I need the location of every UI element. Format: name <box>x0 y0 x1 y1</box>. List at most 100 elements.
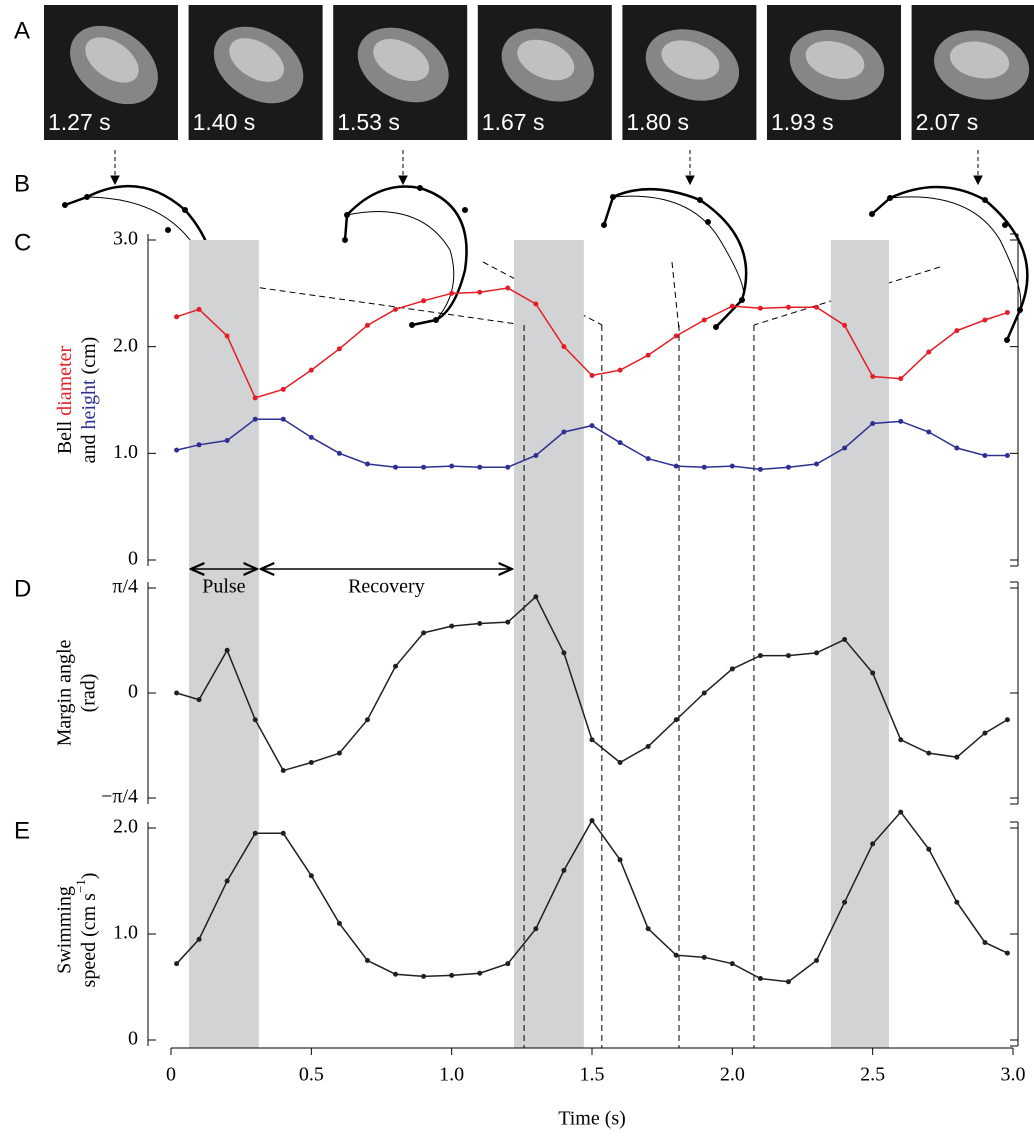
bell-outline <box>342 150 468 328</box>
data-point <box>393 971 399 977</box>
data-point <box>421 973 427 979</box>
data-point <box>224 333 230 339</box>
data-point <box>617 440 623 446</box>
pulse-shade <box>188 240 259 1048</box>
data-point <box>364 322 370 328</box>
data-point <box>308 873 314 879</box>
data-point <box>336 450 342 456</box>
data-point <box>364 461 370 467</box>
data-point <box>926 349 932 355</box>
data-point <box>954 445 960 451</box>
data-point <box>982 730 988 736</box>
data-point <box>898 418 904 424</box>
data-point <box>814 304 820 310</box>
data-point <box>842 899 848 905</box>
data-point <box>561 867 567 873</box>
data-point <box>224 647 230 653</box>
data-point <box>393 663 399 669</box>
data-point <box>814 461 820 467</box>
data-point <box>1004 950 1010 956</box>
medusa-inner <box>805 40 865 80</box>
data-point <box>393 464 399 470</box>
data-point <box>617 760 623 766</box>
data-point <box>174 447 180 453</box>
data-point <box>982 452 988 458</box>
data-point <box>196 936 202 942</box>
data-point <box>785 653 791 659</box>
y-label-part: diameter <box>54 346 76 416</box>
data-point <box>926 750 932 756</box>
data-point <box>954 328 960 334</box>
y-label-part: ) <box>78 873 100 880</box>
data-point <box>561 429 567 435</box>
y-tick-label: 0 <box>128 548 138 570</box>
y-label: Margin angle <box>54 639 76 746</box>
data-point <box>729 303 735 309</box>
data-point <box>898 809 904 815</box>
y-label-part: (cm) <box>78 337 100 375</box>
data-point <box>393 306 399 312</box>
data-point <box>477 970 483 976</box>
photo-strip: 1.27 s 1.40 s 1.53 s 1.67 s 1.80 s 1.93 s 2.07… <box>44 5 1034 140</box>
data-point <box>954 754 960 760</box>
data-point <box>701 954 707 960</box>
data-point <box>280 416 286 422</box>
data-point <box>336 346 342 352</box>
data-point <box>785 464 791 470</box>
data-point <box>729 463 735 469</box>
data-point <box>954 899 960 905</box>
data-point <box>814 650 820 656</box>
frame-time: 1.27 s <box>48 109 111 135</box>
data-point <box>174 690 180 696</box>
data-point <box>561 344 567 350</box>
panel-letter: D <box>14 575 31 602</box>
y-tick-label: −π/4 <box>101 786 138 808</box>
panel-letter: E <box>14 817 30 844</box>
data-point <box>252 395 258 401</box>
data-point <box>617 857 623 863</box>
data-point <box>533 452 539 458</box>
data-point <box>449 623 455 629</box>
data-point <box>421 298 427 304</box>
y-tick-label: 3.0 <box>113 228 138 250</box>
data-point <box>870 670 876 676</box>
data-point <box>224 878 230 884</box>
data-point <box>589 737 595 743</box>
data-point <box>673 717 679 723</box>
frame-time: 1.40 s <box>193 109 256 135</box>
data-point <box>505 285 511 291</box>
data-point <box>842 637 848 643</box>
y-tick-label: 1.0 <box>113 922 138 944</box>
x-tick-label: 2.5 <box>860 1064 885 1086</box>
data-point <box>280 386 286 392</box>
data-point <box>336 920 342 926</box>
frame-time: 1.93 s <box>771 109 834 135</box>
x-label: Time (s) <box>558 1108 626 1130</box>
data-point <box>701 690 707 696</box>
frame-time: 1.53 s <box>337 109 400 135</box>
data-point <box>898 376 904 382</box>
panel-letter: C <box>14 229 31 256</box>
data-point <box>308 367 314 373</box>
y-tick-label: 0 <box>128 681 138 703</box>
y-label: and height (cm) <box>78 337 100 464</box>
data-point <box>224 438 230 444</box>
medusa-inner <box>949 41 1010 79</box>
data-point <box>308 434 314 440</box>
data-point <box>477 464 483 470</box>
data-point <box>196 442 202 448</box>
data-point <box>785 979 791 985</box>
x-tick-label: 0 <box>166 1064 176 1086</box>
data-point <box>757 653 763 659</box>
data-point <box>533 301 539 307</box>
data-point <box>757 466 763 472</box>
data-point <box>898 737 904 743</box>
data-point <box>196 306 202 312</box>
y-label: (rad) <box>78 674 100 713</box>
y-label-part: height <box>78 379 100 429</box>
data-point <box>701 317 707 323</box>
y-label-part: −1 <box>73 879 88 893</box>
data-point <box>842 322 848 328</box>
y-tick-label: 2.0 <box>113 816 138 838</box>
data-point <box>589 818 595 824</box>
